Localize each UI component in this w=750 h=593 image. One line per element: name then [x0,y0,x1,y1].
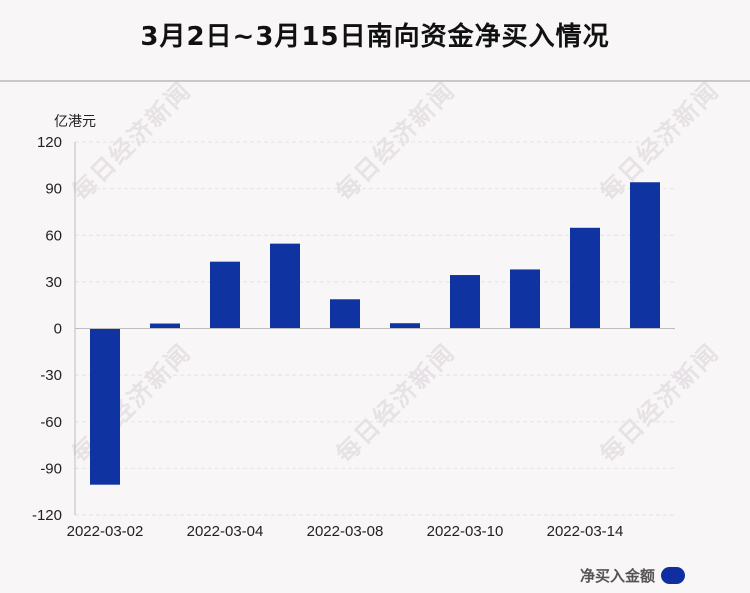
legend: 净买入金额 [580,565,685,586]
y-tick-label: 60 [45,227,62,244]
bar [390,323,420,329]
x-tick-label: 2022-03-04 [187,523,264,540]
y-tick-label: 90 [45,181,62,198]
y-tick-label: 120 [37,134,62,151]
y-tick-label: 30 [45,274,62,291]
x-tick-label: 2022-03-08 [307,523,384,540]
bar [510,269,540,329]
y-tick-label: -30 [40,367,62,384]
y-axis-unit-label: 亿港元 [54,114,96,130]
legend-label: 净买入金额 [579,567,655,585]
y-tick-label: -120 [32,507,62,524]
title-divider [0,80,750,82]
bar [630,182,660,329]
bar [270,243,300,329]
y-tick-label: 0 [54,321,62,338]
y-tick-label: -90 [40,460,62,477]
bar [450,275,480,329]
bar [330,299,360,329]
y-tick-label: -60 [40,414,62,431]
bar [570,227,600,329]
x-tick-label: 2022-03-10 [427,523,504,540]
chart-title: 3月2日~3月15日南向资金净买入情况 [140,22,610,52]
bar [150,323,180,329]
bar [90,328,120,485]
x-tick-label: 2022-03-14 [547,523,624,540]
bar [210,261,240,329]
x-tick-label: 2022-03-02 [67,523,144,540]
legend-swatch [661,567,685,584]
